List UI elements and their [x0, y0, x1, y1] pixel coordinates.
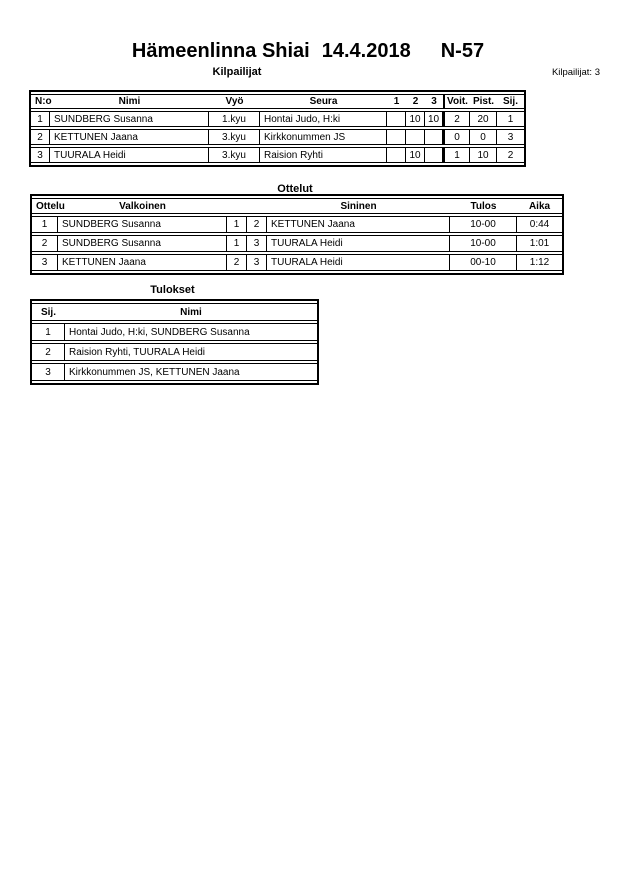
matches-table: Ottelu Valkoinen Sininen Tulos Aika 1 SU… — [30, 194, 564, 275]
results-row: 2 Raision Ryhti, TUURALA Heidi — [32, 343, 317, 361]
cell-white-name: SUNDBERG Susanna — [58, 216, 227, 233]
header-cell-match1: 1 — [387, 94, 406, 109]
cell-match-no: 2 — [32, 235, 58, 252]
competitors-table: N:o Nimi Vyö Seura 1 2 3 Voit. Pist. Sij… — [29, 90, 526, 167]
cell-time: 1:12 — [517, 254, 562, 271]
header-cell-no: N:o — [31, 94, 52, 109]
cell-place: 3 — [497, 129, 524, 145]
header-cell-place: Sij. — [497, 94, 524, 109]
cell-name: TUURALA Heidi — [50, 147, 209, 163]
results-header-row: Sij. Nimi — [32, 303, 317, 321]
cell-blue-no: 3 — [247, 235, 267, 252]
competitors-header-row: N:o Nimi Vyö Seura 1 2 3 Voit. Pist. Sij… — [31, 94, 524, 109]
header-cell-time: Aika — [517, 198, 562, 214]
title-category: N-57 — [440, 40, 485, 62]
results-row: 3 Kirkkonummen JS, KETTUNEN Jaana — [32, 363, 317, 381]
cell-no: 2 — [31, 129, 50, 145]
cell-result: 00-10 — [450, 254, 517, 271]
cell-name: KETTUNEN Jaana — [50, 129, 209, 145]
header-cell-name: Nimi — [50, 94, 209, 109]
cell-wins: 0 — [443, 129, 470, 145]
header-cell-match: Ottelu — [32, 198, 65, 214]
matches-row: 2 SUNDBERG Susanna 1 3 TUURALA Heidi 10-… — [32, 235, 562, 252]
cell-no: 1 — [31, 111, 50, 127]
cell-place: 1 — [32, 323, 65, 341]
results-row: 1 Hontai Judo, H:ki, SUNDBERG Susanna — [32, 323, 317, 341]
cell-club: Raision Ryhti — [260, 147, 387, 163]
header-cell-name: Nimi — [65, 303, 317, 321]
cell-blue-no: 3 — [247, 254, 267, 271]
header-cell-place: Sij. — [32, 303, 65, 321]
matches-section-title: Ottelut — [277, 183, 313, 195]
header-cell-points: Pist. — [470, 94, 497, 109]
header-cell-blueno — [247, 198, 267, 214]
competitors-row: 1 SUNDBERG Susanna 1.kyu Hontai Judo, H:… — [31, 111, 524, 127]
competitors-row: 3 TUURALA Heidi 3.kyu Raision Ryhti 10 1… — [31, 147, 524, 163]
cell-no: 3 — [31, 147, 50, 163]
cell-result: 10-00 — [450, 235, 517, 252]
cell-match2 — [406, 129, 425, 145]
header-cell-match2: 2 — [406, 94, 425, 109]
cell-wins: 1 — [443, 147, 470, 163]
cell-match3 — [425, 129, 443, 145]
cell-place: 2 — [32, 343, 65, 361]
cell-match2: 10 — [406, 111, 425, 127]
cell-match1 — [387, 111, 406, 127]
page-title: Hämeenlinna Shiai 14.4.2018 N-57 — [0, 41, 616, 62]
cell-points: 10 — [470, 147, 497, 163]
cell-match1 — [387, 129, 406, 145]
cell-belt: 3.kyu — [209, 129, 260, 145]
cell-match2: 10 — [406, 147, 425, 163]
cell-points: 20 — [470, 111, 497, 127]
matches-row: 3 KETTUNEN Jaana 2 3 TUURALA Heidi 00-10… — [32, 254, 562, 271]
cell-belt: 3.kyu — [209, 147, 260, 163]
cell-points: 0 — [470, 129, 497, 145]
title-date: 14.4.2018 — [321, 40, 411, 62]
cell-white-no: 2 — [227, 254, 247, 271]
results-table: Sij. Nimi 1 Hontai Judo, H:ki, SUNDBERG … — [30, 299, 319, 385]
cell-blue-no: 2 — [247, 216, 267, 233]
matches-row: 1 SUNDBERG Susanna 1 2 KETTUNEN Jaana 10… — [32, 216, 562, 233]
cell-result: 10-00 — [450, 216, 517, 233]
cell-match1 — [387, 147, 406, 163]
cell-white-name: KETTUNEN Jaana — [58, 254, 227, 271]
cell-place: 3 — [32, 363, 65, 381]
cell-blue-name: TUURALA Heidi — [267, 254, 450, 271]
cell-time: 0:44 — [517, 216, 562, 233]
header-cell-result: Tulos — [450, 198, 517, 214]
cell-belt: 1.kyu — [209, 111, 260, 127]
cell-white-no: 1 — [227, 216, 247, 233]
cell-club: Hontai Judo, H:ki — [260, 111, 387, 127]
cell-match-no: 1 — [32, 216, 58, 233]
cell-place: 1 — [497, 111, 524, 127]
header-cell-blue: Sininen — [267, 198, 450, 214]
cell-place: 2 — [497, 147, 524, 163]
cell-name: SUNDBERG Susanna — [50, 111, 209, 127]
header-cell-white: Valkoinen — [58, 198, 227, 214]
cell-white-no: 1 — [227, 235, 247, 252]
header-cell-whiteno — [227, 198, 247, 214]
matches-header-row: Ottelu Valkoinen Sininen Tulos Aika — [32, 198, 562, 214]
cell-club-name: Kirkkonummen JS, KETTUNEN Jaana — [65, 363, 317, 381]
cell-wins: 2 — [443, 111, 470, 127]
competitors-section-title: Kilpailijat — [212, 66, 262, 78]
title-event: Hämeenlinna Shiai — [131, 40, 310, 62]
header-cell-match3: 3 — [425, 94, 443, 109]
header-cell-wins: Voit. — [443, 94, 470, 109]
competitors-count-label: Kilpailijat: 3 — [551, 67, 600, 78]
cell-blue-name: TUURALA Heidi — [267, 235, 450, 252]
cell-club-name: Hontai Judo, H:ki, SUNDBERG Susanna — [65, 323, 317, 341]
cell-match-no: 3 — [32, 254, 58, 271]
cell-match3: 10 — [425, 111, 443, 127]
results-section-title: Tulokset — [150, 284, 195, 296]
cell-blue-name: KETTUNEN Jaana — [267, 216, 450, 233]
competitors-row: 2 KETTUNEN Jaana 3.kyu Kirkkonummen JS 0… — [31, 129, 524, 145]
header-cell-belt: Vyö — [209, 94, 260, 109]
cell-white-name: SUNDBERG Susanna — [58, 235, 227, 252]
cell-time: 1:01 — [517, 235, 562, 252]
header-cell-club: Seura — [260, 94, 387, 109]
cell-club-name: Raision Ryhti, TUURALA Heidi — [65, 343, 317, 361]
cell-club: Kirkkonummen JS — [260, 129, 387, 145]
cell-match3 — [425, 147, 443, 163]
